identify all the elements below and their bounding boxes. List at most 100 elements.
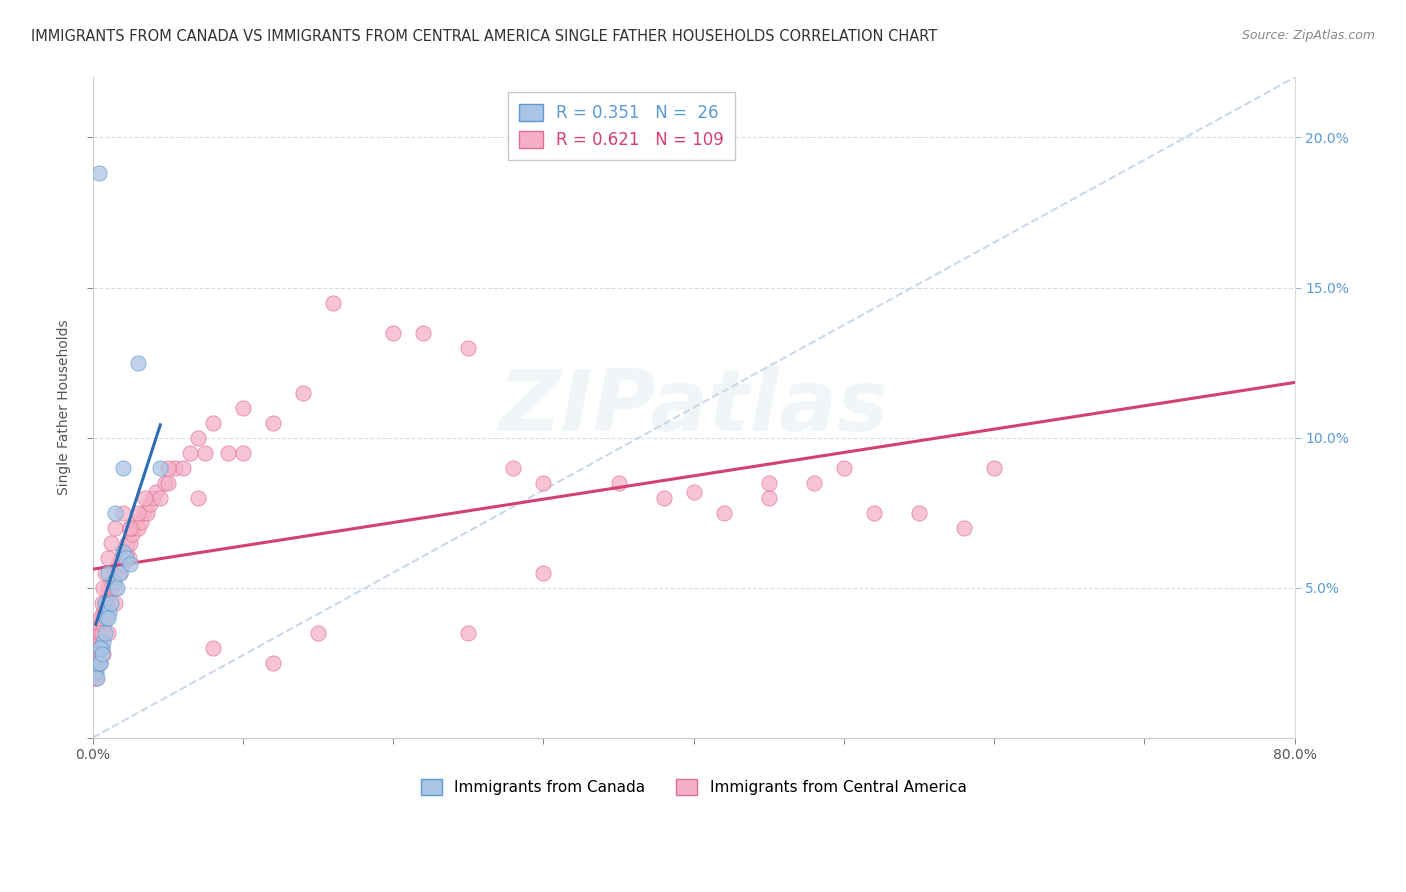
Point xyxy=(89,610,111,624)
Point xyxy=(135,506,157,520)
Point xyxy=(382,326,405,340)
Point xyxy=(127,355,149,369)
Point xyxy=(120,521,142,535)
Point xyxy=(91,616,114,631)
Point xyxy=(105,566,128,580)
Point xyxy=(292,385,315,400)
Point xyxy=(86,656,108,670)
Point xyxy=(84,656,107,670)
Point xyxy=(111,544,134,558)
Point xyxy=(90,647,112,661)
Point xyxy=(412,326,434,340)
Point xyxy=(87,640,110,655)
Point xyxy=(110,550,132,565)
Point xyxy=(187,431,209,445)
Point xyxy=(194,445,217,459)
Point xyxy=(112,550,135,565)
Point xyxy=(93,596,115,610)
Point xyxy=(103,574,125,589)
Point xyxy=(93,566,115,580)
Text: ZIPatlas: ZIPatlas xyxy=(499,366,889,449)
Point xyxy=(100,596,122,610)
Point xyxy=(134,491,156,505)
Point xyxy=(89,640,111,655)
Point xyxy=(262,416,284,430)
Point xyxy=(187,491,209,505)
Point xyxy=(153,475,176,490)
Point xyxy=(322,295,344,310)
Point xyxy=(90,610,112,624)
Point xyxy=(103,566,125,580)
Point xyxy=(114,550,136,565)
Point xyxy=(108,566,131,580)
Point xyxy=(118,550,141,565)
Point xyxy=(87,656,110,670)
Point xyxy=(531,566,554,580)
Point xyxy=(98,605,121,619)
Point xyxy=(307,625,329,640)
Point xyxy=(96,605,118,619)
Point xyxy=(89,656,111,670)
Point xyxy=(111,557,134,571)
Text: Source: ZipAtlas.com: Source: ZipAtlas.com xyxy=(1241,29,1375,42)
Point xyxy=(105,581,128,595)
Point xyxy=(87,640,110,655)
Point xyxy=(457,625,479,640)
Text: IMMIGRANTS FROM CANADA VS IMMIGRANTS FROM CENTRAL AMERICA SINGLE FATHER HOUSEHOL: IMMIGRANTS FROM CANADA VS IMMIGRANTS FRO… xyxy=(31,29,938,44)
Point xyxy=(127,521,149,535)
Point xyxy=(114,544,136,558)
Point xyxy=(156,460,179,475)
Point xyxy=(104,521,127,535)
Point xyxy=(120,521,142,535)
Point xyxy=(84,647,107,661)
Point xyxy=(86,656,108,670)
Point xyxy=(217,445,239,459)
Point xyxy=(165,460,187,475)
Point xyxy=(111,506,134,520)
Point xyxy=(908,506,931,520)
Point xyxy=(122,521,145,535)
Point xyxy=(93,610,115,624)
Point xyxy=(758,475,780,490)
Point xyxy=(104,566,127,580)
Point xyxy=(607,475,630,490)
Point xyxy=(156,475,179,490)
Point xyxy=(91,581,114,595)
Point xyxy=(232,401,254,415)
Point xyxy=(142,491,165,505)
Point xyxy=(89,656,111,670)
Point xyxy=(91,647,114,661)
Point xyxy=(201,640,224,655)
Point xyxy=(104,596,127,610)
Point xyxy=(90,596,112,610)
Point xyxy=(149,460,172,475)
Point xyxy=(832,460,855,475)
Point xyxy=(100,574,122,589)
Point xyxy=(87,634,110,648)
Point xyxy=(91,605,114,619)
Point xyxy=(713,506,735,520)
Point xyxy=(863,506,886,520)
Point xyxy=(132,506,155,520)
Point xyxy=(232,445,254,459)
Point xyxy=(953,521,976,535)
Point xyxy=(127,506,149,520)
Point xyxy=(172,460,194,475)
Point xyxy=(179,445,201,459)
Point xyxy=(97,566,120,580)
Point xyxy=(84,671,107,685)
Point xyxy=(502,460,524,475)
Point xyxy=(97,625,120,640)
Point xyxy=(758,491,780,505)
Point xyxy=(87,625,110,640)
Point xyxy=(104,581,127,595)
Point xyxy=(120,535,142,549)
Point xyxy=(91,634,114,648)
Point xyxy=(89,616,111,631)
Point xyxy=(84,665,107,679)
Point xyxy=(97,596,120,610)
Point xyxy=(93,625,115,640)
Point xyxy=(201,416,224,430)
Point xyxy=(682,484,704,499)
Point xyxy=(120,557,142,571)
